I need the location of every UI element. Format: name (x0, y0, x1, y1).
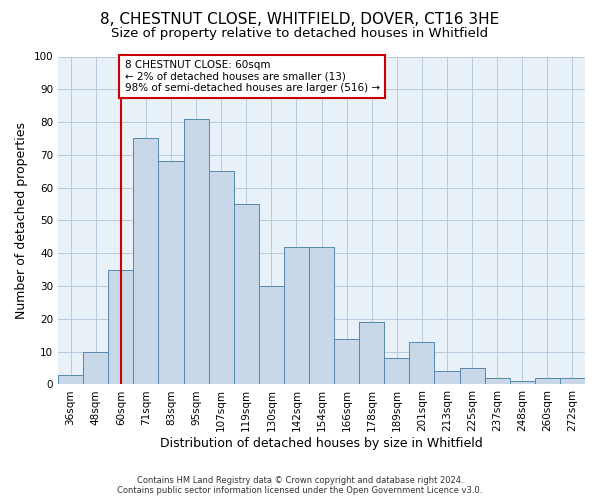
Bar (83, 352, 108, 384)
Bar (209, 172, 233, 384)
Bar (259, 286, 284, 384)
Bar (184, 119, 209, 384)
Text: 8, CHESTNUT CLOSE, WHITFIELD, DOVER, CT16 3HE: 8, CHESTNUT CLOSE, WHITFIELD, DOVER, CT1… (100, 12, 500, 28)
Bar (233, 204, 259, 384)
Bar (334, 338, 359, 384)
Bar (409, 342, 434, 384)
Y-axis label: Number of detached properties: Number of detached properties (15, 122, 28, 319)
Text: Size of property relative to detached houses in Whitfield: Size of property relative to detached ho… (112, 28, 488, 40)
Text: 8 CHESTNUT CLOSE: 60sqm
← 2% of detached houses are smaller (13)
98% of semi-det: 8 CHESTNUT CLOSE: 60sqm ← 2% of detached… (125, 60, 380, 93)
Bar (384, 358, 409, 384)
Text: Contains HM Land Registry data © Crown copyright and database right 2024.
Contai: Contains HM Land Registry data © Crown c… (118, 476, 482, 495)
Bar (535, 378, 560, 384)
Bar (485, 378, 510, 384)
Bar (434, 372, 460, 384)
Bar (309, 246, 334, 384)
Bar (58, 374, 83, 384)
Bar (460, 368, 485, 384)
Bar (560, 378, 585, 384)
Bar (359, 322, 384, 384)
Bar (510, 381, 535, 384)
Bar (284, 246, 309, 384)
Bar (108, 270, 133, 384)
X-axis label: Distribution of detached houses by size in Whitfield: Distribution of detached houses by size … (160, 437, 483, 450)
Bar (133, 138, 158, 384)
Bar (158, 162, 184, 384)
